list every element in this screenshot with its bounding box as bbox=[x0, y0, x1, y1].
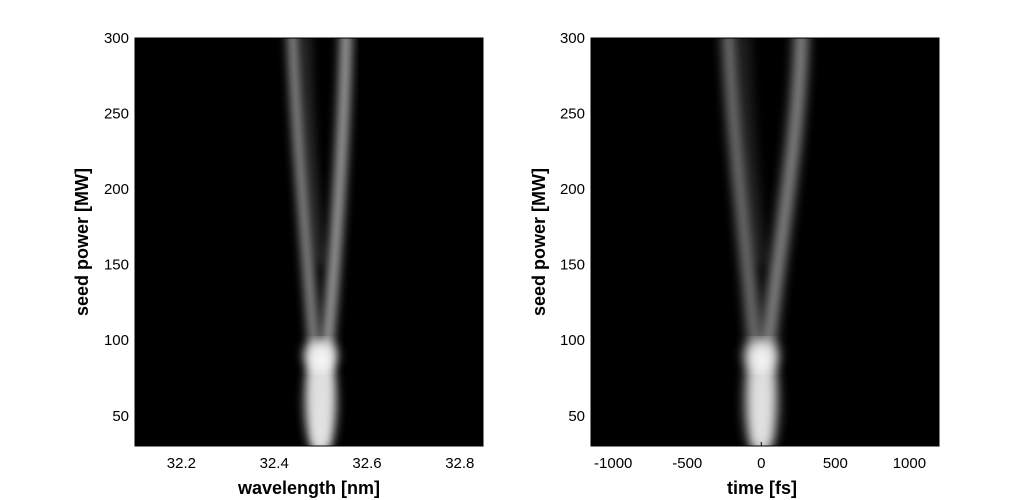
time-x-axis-label: time [fs] bbox=[727, 478, 797, 498]
time-y-tick-label: 300 bbox=[560, 30, 585, 47]
wavelength-right-branch bbox=[315, 38, 352, 446]
time-right-branch bbox=[755, 38, 807, 446]
time-bright-core bbox=[745, 345, 777, 446]
time-left-branch bbox=[723, 38, 767, 445]
wavelength-x-tick-label: 32.2 bbox=[167, 455, 196, 472]
wavelength-bright-core bbox=[304, 345, 337, 446]
wavelength-y-ticks: 50 100 150 200 250 300 bbox=[104, 30, 139, 425]
time-y-tick-label: 100 bbox=[560, 332, 585, 349]
time-y-tick-label: 200 bbox=[560, 181, 585, 198]
time-y-axis-label: seed power [MW] bbox=[529, 168, 549, 316]
time-x-ticks: -1000 -500 0 500 1000 bbox=[594, 442, 926, 472]
wavelength-inner-streak bbox=[303, 38, 324, 265]
wavelength-y-tick-label: 300 bbox=[104, 30, 129, 47]
time-x-tick-label: 0 bbox=[757, 455, 765, 472]
wavelength-heatmap-frame bbox=[134, 37, 484, 447]
time-x-tick-label: 1000 bbox=[893, 455, 926, 472]
time-x-tick-label: -500 bbox=[672, 455, 702, 472]
wavelength-y-tick-label: 50 bbox=[112, 408, 129, 425]
wavelength-y-tick-label: 100 bbox=[104, 332, 129, 349]
wavelength-y-tick-label: 250 bbox=[104, 106, 129, 123]
wavelength-brightest-spot bbox=[303, 339, 338, 372]
time-heatmap-panel: -1000 -500 0 500 1000 50 100 150 200 250 300 time… bbox=[529, 30, 940, 498]
time-heatmap-intensity bbox=[723, 38, 807, 446]
wavelength-y-tick-label: 150 bbox=[104, 257, 129, 274]
wavelength-y-axis-label: seed power [MW] bbox=[72, 168, 92, 316]
time-y-tick-label: 250 bbox=[560, 106, 585, 123]
time-x-tick-label: 500 bbox=[823, 455, 848, 472]
wavelength-heatmap-intensity bbox=[287, 38, 352, 446]
time-y-tick-label: 150 bbox=[560, 257, 585, 274]
time-brightest-spot bbox=[743, 339, 779, 372]
wavelength-heatmap-panel: 32.2 32.4 32.6 32.8 50 100 150 200 250 300 wavel… bbox=[72, 30, 484, 498]
wavelength-x-tick-label: 32.8 bbox=[445, 455, 474, 472]
wavelength-x-axis-label: wavelength [nm] bbox=[237, 478, 380, 498]
wavelength-x-ticks: 32.2 32.4 32.6 32.8 bbox=[167, 442, 474, 472]
wavelength-x-tick-label: 32.4 bbox=[260, 455, 289, 472]
wavelength-x-tick-label: 32.6 bbox=[352, 455, 381, 472]
time-x-tick-label: -1000 bbox=[594, 455, 632, 472]
wavelength-y-tick-label: 200 bbox=[104, 181, 129, 198]
time-heatmap-frame bbox=[590, 37, 940, 447]
wavelength-left-branch bbox=[287, 38, 326, 445]
time-y-tick-label: 50 bbox=[568, 408, 585, 425]
time-inner-streak bbox=[742, 38, 765, 265]
time-y-ticks: 50 100 150 200 250 300 bbox=[560, 30, 595, 425]
